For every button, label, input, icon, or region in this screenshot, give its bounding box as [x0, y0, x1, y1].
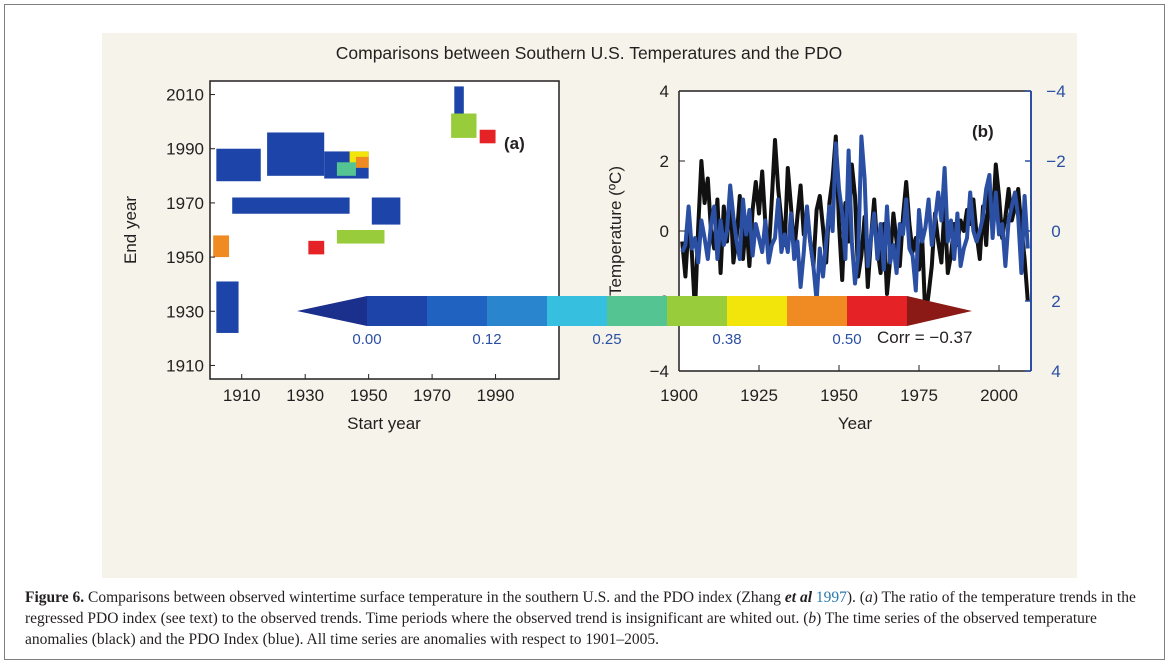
colorbar-segment	[547, 296, 608, 326]
caption-text-2: ). (	[846, 589, 865, 606]
colorbar-tick-label: 0.50	[832, 331, 861, 348]
heatmap-cell	[336, 162, 356, 176]
figure-panel: Comparisons between Southern U.S. Temper…	[102, 33, 1077, 578]
colorbar-segment	[487, 296, 548, 326]
temperature-line	[680, 134, 1030, 321]
colorbar-segment	[427, 296, 488, 326]
heatmap-cell	[451, 113, 477, 138]
panel-a-ylabel: End year	[121, 196, 140, 264]
colorbar: 0.00 0.12 0.25 0.38 0.50	[297, 296, 972, 348]
caption-etal: et al	[784, 589, 813, 606]
panel-a-ticks: 1910 1930 1950 1970 1990 1910 1930 1950 1970 1990…	[166, 86, 514, 405]
panel-b-xtick-label: 2000	[980, 386, 1018, 405]
colorbar-segment	[667, 296, 728, 326]
panel-a-xtick-label: 1930	[286, 386, 324, 405]
panel-a: 1910 1930 1950 1970 1990 1910 1930 1950 1970 1990…	[121, 80, 560, 433]
colorbar-tick-label: 0.00	[352, 331, 381, 348]
panel-b-xtick-label: 1975	[900, 386, 938, 405]
panel-a-xtick-label: 1970	[413, 386, 451, 405]
panel-b-xlabel: Year	[838, 414, 873, 433]
caption-text-4: ) The time series of the observed temper…	[25, 610, 1097, 648]
caption-reference-link[interactable]: 1997	[815, 589, 847, 606]
panel-b-xtick-label: 1950	[820, 386, 858, 405]
panel-a-ytick-label: 1970	[166, 194, 204, 213]
heatmap-cell	[213, 235, 230, 258]
caption-text-1: Comparisons between observed wintertime …	[84, 589, 785, 606]
figure-frame: Comparisons between Southern U.S. Temper…	[4, 4, 1165, 660]
heatmap-cell	[216, 281, 239, 333]
panel-b-ylabel: Temperature (ºC)	[606, 166, 625, 296]
heatmap-cell	[371, 197, 401, 225]
panel-b-y2tick-label: −4	[1046, 82, 1065, 101]
colorbar-segment	[607, 296, 668, 326]
caption-label: Figure 6.	[25, 589, 85, 606]
panel-b-series	[680, 134, 1030, 321]
panel-a-label: (a)	[504, 134, 525, 153]
colorbar-segment	[787, 296, 848, 326]
heatmap-cells	[213, 86, 496, 333]
panel-b-y2tick-label: 4	[1051, 362, 1060, 381]
caption-b-label: b	[808, 610, 817, 627]
panel-b-y2tick-label: 2	[1051, 292, 1060, 311]
panel-a-frame	[209, 80, 560, 380]
heatmap-cell	[336, 230, 385, 244]
panel-a-ytick-label: 1950	[166, 248, 204, 267]
panel-b-xtick-label: 1900	[660, 386, 698, 405]
panel-a-xtick-label: 1990	[477, 386, 515, 405]
heatmap-cell	[308, 240, 325, 255]
panel-a-ytick-label: 1910	[166, 356, 204, 375]
heatmap-cell	[479, 129, 496, 144]
panel-b-ytick-label: −4	[650, 362, 669, 381]
caption-a-label: a	[864, 589, 873, 606]
panel-b-y2tick-label: 0	[1051, 222, 1060, 241]
panel-b-y2tick-label: −2	[1046, 152, 1065, 171]
panel-a-ytick-label: 2010	[166, 86, 204, 105]
colorbar-over-arrow	[907, 296, 972, 326]
heatmap-cell	[216, 148, 261, 182]
panel-a-xtick-label: 1910	[223, 386, 261, 405]
panel-a-xtick-label: 1950	[350, 386, 388, 405]
colorbar-under-arrow	[297, 296, 367, 326]
colorbar-segment	[367, 296, 428, 326]
heatmap-cell	[267, 132, 325, 176]
panel-b-label: (b)	[972, 122, 994, 141]
heatmap-cell	[232, 197, 350, 214]
panel-b-annotation: Corr = −0.37	[877, 328, 972, 347]
panel-a-ytick-label: 1930	[166, 302, 204, 321]
figure-title: Comparisons between Southern U.S. Temper…	[336, 43, 842, 63]
colorbar-segment	[727, 296, 788, 326]
panel-b-ytick-label: 0	[660, 222, 669, 241]
heatmap-cell	[355, 156, 369, 168]
colorbar-tick-label: 0.38	[712, 331, 741, 348]
colorbar-tick-label: 0.25	[592, 331, 621, 348]
figure-caption: Figure 6. Comparisons between observed w…	[25, 587, 1150, 650]
figure-svg: Comparisons between Southern U.S. Temper…	[121, 43, 1066, 433]
panel-b-xtick-label: 1925	[740, 386, 778, 405]
panel-b-ytick-label: 2	[660, 152, 669, 171]
colorbar-segment	[847, 296, 908, 326]
colorbar-tick-label: 0.12	[472, 331, 501, 348]
caption-text-3: ) The ratio of the temperature trends in…	[25, 589, 1136, 627]
panel-a-ytick-label: 1990	[166, 140, 204, 159]
panel-b-ytick-label: 4	[660, 82, 669, 101]
panel-a-xlabel: Start year	[347, 414, 421, 433]
heatmap-cell	[454, 86, 464, 133]
pdo-index-line	[680, 134, 1030, 303]
